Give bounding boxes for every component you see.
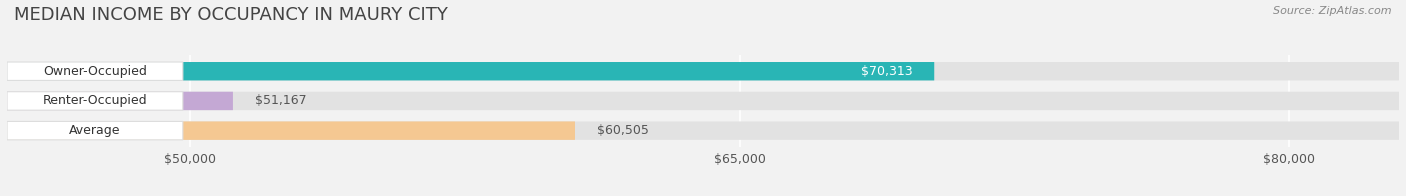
FancyBboxPatch shape (7, 62, 934, 80)
FancyBboxPatch shape (7, 122, 183, 140)
FancyBboxPatch shape (7, 62, 1399, 80)
Text: $70,313: $70,313 (860, 65, 912, 78)
FancyBboxPatch shape (7, 122, 575, 140)
Text: Average: Average (69, 124, 121, 137)
FancyBboxPatch shape (7, 122, 1399, 140)
Text: Renter-Occupied: Renter-Occupied (42, 94, 148, 107)
Text: $60,505: $60,505 (598, 124, 648, 137)
FancyBboxPatch shape (7, 92, 183, 110)
FancyBboxPatch shape (7, 92, 233, 110)
FancyBboxPatch shape (7, 62, 183, 80)
FancyBboxPatch shape (7, 92, 1399, 110)
Text: $51,167: $51,167 (254, 94, 307, 107)
Text: MEDIAN INCOME BY OCCUPANCY IN MAURY CITY: MEDIAN INCOME BY OCCUPANCY IN MAURY CITY (14, 6, 449, 24)
Text: Source: ZipAtlas.com: Source: ZipAtlas.com (1274, 6, 1392, 16)
Text: Owner-Occupied: Owner-Occupied (44, 65, 146, 78)
